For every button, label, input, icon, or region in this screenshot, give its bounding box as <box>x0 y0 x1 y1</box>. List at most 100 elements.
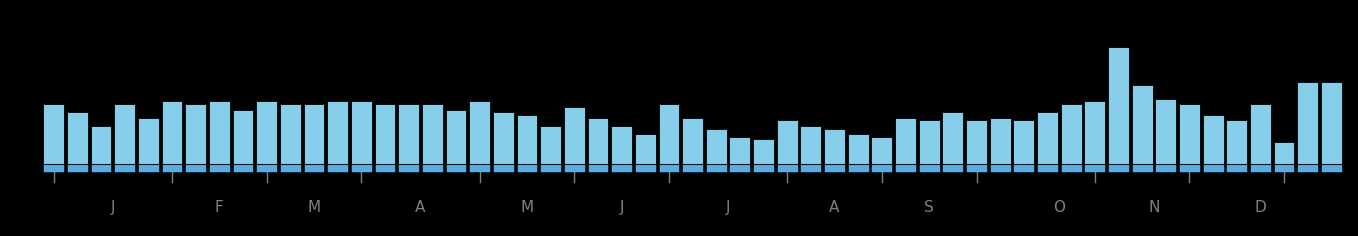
Bar <box>398 104 420 164</box>
Bar <box>706 129 727 164</box>
Bar <box>1179 164 1200 172</box>
Text: D: D <box>1255 200 1266 215</box>
Bar <box>91 164 111 172</box>
Bar <box>185 164 206 172</box>
Bar <box>1038 164 1058 172</box>
Bar <box>872 164 892 172</box>
Bar <box>304 104 325 164</box>
Bar <box>824 129 845 164</box>
Bar <box>966 164 987 172</box>
Bar <box>729 164 751 172</box>
Bar <box>919 164 940 172</box>
Bar <box>1226 120 1247 164</box>
Bar <box>516 115 538 164</box>
Bar <box>1203 115 1224 164</box>
Bar <box>1156 99 1176 164</box>
Bar <box>162 101 182 164</box>
Bar <box>540 126 561 164</box>
Bar <box>942 112 963 164</box>
Bar <box>706 164 727 172</box>
Bar <box>1013 164 1035 172</box>
Bar <box>564 107 585 164</box>
Text: J: J <box>725 200 731 215</box>
Bar <box>1085 101 1105 164</box>
Bar <box>1297 83 1319 164</box>
Bar <box>847 134 869 164</box>
Bar <box>114 104 136 164</box>
Text: O: O <box>1054 200 1065 215</box>
Bar <box>1108 47 1128 164</box>
Bar <box>350 101 372 164</box>
Bar <box>67 112 88 164</box>
Bar <box>398 164 420 172</box>
Bar <box>800 126 822 164</box>
Bar <box>777 164 797 172</box>
Bar <box>280 104 300 164</box>
Text: F: F <box>215 200 224 215</box>
Bar <box>445 110 466 164</box>
Bar <box>1297 164 1319 172</box>
Bar <box>445 164 466 172</box>
Bar <box>304 164 325 172</box>
Bar <box>257 101 277 164</box>
Bar <box>588 164 608 172</box>
Bar <box>800 164 822 172</box>
Bar <box>1321 164 1342 172</box>
Bar <box>470 101 490 164</box>
Bar <box>280 164 300 172</box>
Bar <box>682 118 703 164</box>
Bar <box>754 139 774 164</box>
Bar <box>327 164 348 172</box>
Bar <box>611 126 631 164</box>
Bar <box>1274 142 1294 164</box>
Text: A: A <box>830 200 839 215</box>
Bar <box>682 164 703 172</box>
Bar <box>990 164 1010 172</box>
Bar <box>185 104 206 164</box>
Bar <box>375 164 395 172</box>
Bar <box>375 104 395 164</box>
Bar <box>729 137 751 164</box>
Text: J: J <box>110 200 115 215</box>
Bar <box>634 134 656 164</box>
Bar <box>1131 85 1153 164</box>
Bar <box>1061 164 1081 172</box>
Bar <box>1131 164 1153 172</box>
Bar <box>114 164 136 172</box>
Bar <box>1013 120 1035 164</box>
Bar <box>493 164 513 172</box>
Bar <box>659 104 679 164</box>
Bar <box>139 118 159 164</box>
Bar <box>1085 164 1105 172</box>
Bar <box>1249 104 1271 164</box>
Bar <box>232 110 254 164</box>
Bar <box>872 137 892 164</box>
Bar <box>1226 164 1247 172</box>
Text: M: M <box>520 200 534 215</box>
Bar <box>91 126 111 164</box>
Bar <box>43 104 64 164</box>
Bar <box>516 164 538 172</box>
Bar <box>634 164 656 172</box>
Bar <box>659 164 679 172</box>
Text: J: J <box>619 200 623 215</box>
Bar <box>1321 83 1342 164</box>
Text: M: M <box>307 200 320 215</box>
Bar <box>1156 164 1176 172</box>
Text: A: A <box>416 200 425 215</box>
Bar <box>493 112 513 164</box>
Bar <box>139 164 159 172</box>
Bar <box>1061 104 1081 164</box>
Bar <box>847 164 869 172</box>
Bar <box>919 120 940 164</box>
Bar <box>327 101 348 164</box>
Bar <box>895 164 915 172</box>
Bar <box>1038 112 1058 164</box>
Bar <box>1108 164 1128 172</box>
Bar <box>564 164 585 172</box>
Bar <box>777 120 797 164</box>
Bar <box>1249 164 1271 172</box>
Bar <box>162 164 182 172</box>
Bar <box>232 164 254 172</box>
Text: N: N <box>1149 200 1160 215</box>
